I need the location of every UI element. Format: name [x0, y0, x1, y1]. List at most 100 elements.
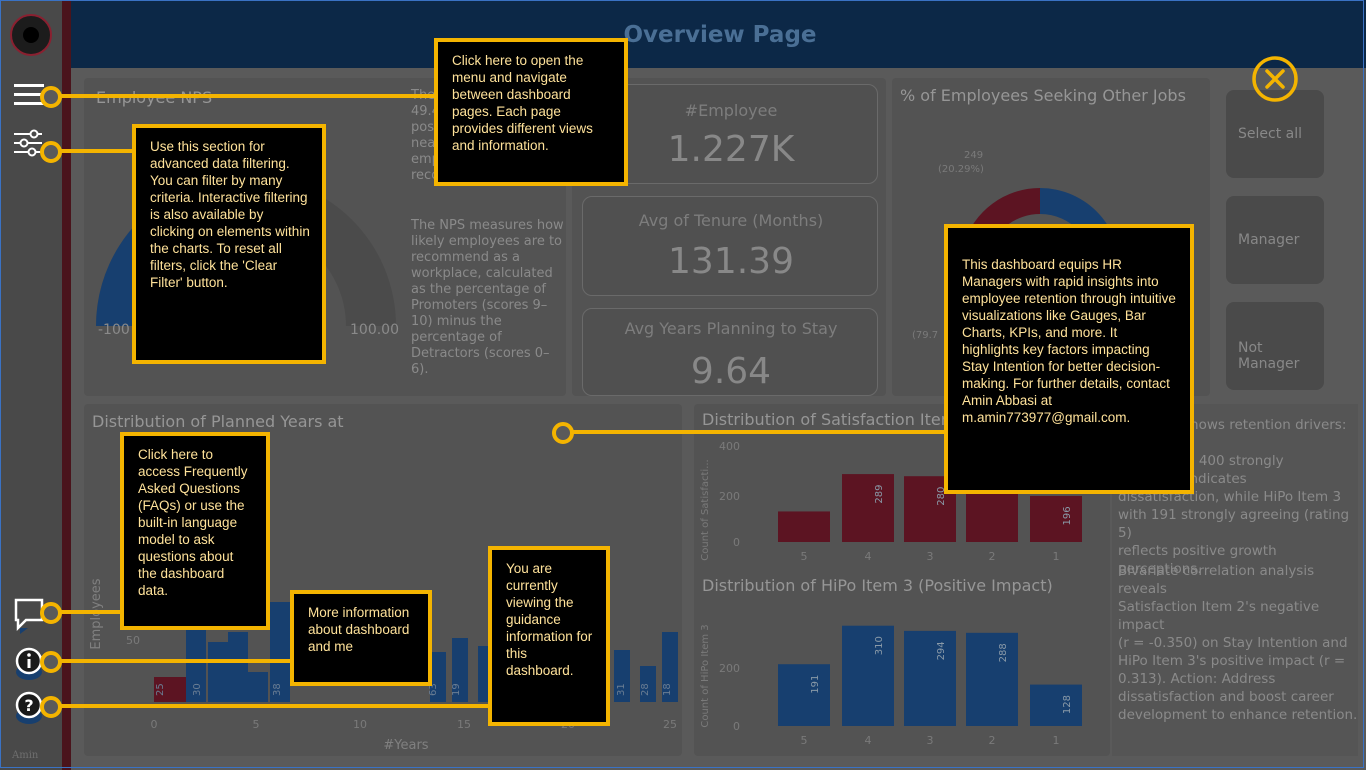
- info-connector: [60, 659, 292, 663]
- planned-years-bar[interactable]: [614, 650, 630, 702]
- insights-line: HiPo Item 3's positive impact (r =: [1118, 653, 1346, 669]
- donut-label-pct: (20.29%): [938, 164, 984, 175]
- hipo-chart[interactable]: Count of HiPo Item 3 191 5 310 4 294 3 288 2 128…: [694, 596, 1114, 756]
- hipo-bars-bar[interactable]: [1030, 684, 1082, 726]
- planned-years-bar[interactable]: [154, 677, 192, 702]
- sat-bars-xtick: 4: [865, 550, 872, 563]
- insights-line: Bivariate correlation analysis reveals: [1118, 563, 1315, 597]
- tip-menu: Click here to open the menu and navigate…: [434, 38, 628, 186]
- kpi-label: #Employee: [684, 101, 778, 120]
- kpi-value: 131.39: [668, 241, 794, 282]
- satisfaction-ylabel: Count of Satisfacti...: [700, 459, 711, 560]
- sat-bars-bar[interactable]: [842, 474, 894, 542]
- planned-years-ytick: 50: [126, 634, 140, 647]
- planned-years-bar[interactable]: [208, 642, 228, 702]
- slicer-not-manager[interactable]: Not Manager: [1226, 302, 1324, 390]
- planned-years-bar-label: 38: [272, 683, 283, 696]
- donut-label-other: (79.7: [912, 330, 939, 341]
- left-nav-bar: [0, 0, 62, 770]
- nps-text-line: Detractors (scores 0–6).: [411, 346, 550, 377]
- planned-years-bar[interactable]: [248, 672, 268, 702]
- nps-text-line: pos: [411, 120, 434, 135]
- nps-text-line: emp: [411, 152, 440, 167]
- planned-years-bar[interactable]: [662, 632, 678, 702]
- kpi-value: 1.227K: [667, 129, 795, 170]
- help-icon[interactable]: ?: [14, 690, 44, 726]
- nps-text-line: 49.4: [411, 104, 440, 119]
- hipo-bars-bar[interactable]: [966, 632, 1018, 726]
- sat-bars-bar-label: 196: [1062, 506, 1073, 525]
- planned-years-bar-label: 25: [155, 683, 166, 696]
- current-connector-dot: [40, 696, 62, 718]
- hipo-bars-xtick: 3: [927, 734, 934, 747]
- sat-bars-ytick: 400: [719, 440, 740, 453]
- author-signature: Amin: [12, 750, 39, 761]
- sat-bars-ytick: 0: [733, 536, 740, 549]
- chat-icon[interactable]: [14, 598, 46, 638]
- menu-connector-dot: [40, 86, 62, 108]
- planned-years-bar-label: 19: [451, 683, 462, 696]
- logo: [10, 14, 52, 56]
- hipo-bars-bar-label: 128: [1062, 695, 1073, 714]
- kpi-card-tenure[interactable]: Avg of Tenure (Months) 131.39: [582, 196, 878, 296]
- insights-line: with 191 strongly agreeing (rating 5): [1118, 507, 1350, 541]
- tip-about: This dashboard equips HR Managers with r…: [944, 224, 1194, 494]
- about-connector-dot: [552, 422, 574, 444]
- nps-text-line: The NPS measures how: [411, 218, 564, 233]
- close-icon[interactable]: [1250, 54, 1300, 104]
- about-connector: [570, 430, 946, 434]
- slicer-select-all[interactable]: Select all: [1226, 90, 1324, 178]
- kpi-label: Avg of Tenure (Months): [638, 211, 824, 230]
- sat-bars-bar[interactable]: [778, 511, 830, 542]
- seeking-title: % of Employees Seeking Other Jobs: [900, 86, 1186, 105]
- hipo-title: Distribution of HiPo Item 3 (Positive Im…: [702, 576, 1053, 595]
- donut-label-count: 249: [964, 150, 984, 161]
- planned-years-bar[interactable]: [270, 602, 290, 702]
- planned-years-bar[interactable]: [228, 632, 248, 702]
- nav-divider: [62, 0, 71, 770]
- sat-bars-bar[interactable]: [1030, 495, 1082, 542]
- nps-text-line: as the percentage of: [411, 282, 547, 297]
- hipo-bars-bar-label: 294: [936, 641, 947, 660]
- hipo-bars-bar[interactable]: [904, 630, 956, 726]
- menu-icon[interactable]: [14, 83, 44, 107]
- insights-line: reflects positive growth perceptions.: [1118, 543, 1277, 577]
- sat-bars-bar-label: 280: [936, 487, 947, 506]
- hipo-bars-xtick: 4: [865, 734, 872, 747]
- planned-years-chart[interactable]: 25303863193128180510152025 Employees 50 …: [84, 404, 682, 756]
- filter-connector: [60, 149, 134, 153]
- gauge-min-label: -100: [98, 322, 130, 338]
- svg-text:?: ?: [24, 696, 33, 715]
- hipo-bars-bar[interactable]: [778, 664, 830, 726]
- nps-text-line: recommend as a: [411, 250, 520, 265]
- insights-line: 0.313). Action: Address: [1118, 671, 1276, 687]
- insights-line: development to enhance retention.: [1118, 707, 1358, 723]
- hipo-bars-bar-label: 288: [998, 643, 1009, 662]
- hipo-bars-bar-label: 191: [810, 675, 821, 694]
- tip-filter: Use this section for advanced data filte…: [132, 124, 326, 364]
- hipo-bars-ytick: 200: [719, 662, 740, 675]
- tip-current: You are currently viewing the guidance i…: [488, 546, 610, 726]
- kpi-card-years[interactable]: Avg Years Planning to Stay 9.64: [582, 308, 878, 396]
- hipo-bars-xtick: 5: [801, 734, 808, 747]
- planned-years-bar[interactable]: [430, 652, 446, 702]
- sat-bars-xtick: 2: [989, 550, 996, 563]
- header-bar: [0, 0, 1366, 68]
- nps-text-description: The NPS measures how likely employees are…: [411, 218, 566, 378]
- insights-line: Satisfaction Item 2's negative impact: [1118, 599, 1320, 633]
- hipo-bars-xtick: 1: [1053, 734, 1060, 747]
- sat-bars-xtick: 1: [1053, 550, 1060, 563]
- planned-years-bar-label: 18: [662, 683, 673, 696]
- kpi-card-employees[interactable]: #Employee 1.227K: [582, 84, 878, 184]
- planned-years-bar[interactable]: [452, 638, 468, 702]
- hipo-bars-bar[interactable]: [842, 625, 894, 726]
- planned-years-xtick: 0: [151, 718, 158, 731]
- hipo-bars-xtick: 2: [989, 734, 996, 747]
- filter-icon[interactable]: [14, 128, 44, 158]
- slicer-manager[interactable]: Manager: [1226, 196, 1324, 284]
- satisfaction-title: Distribution of Satisfaction Item: [702, 410, 957, 429]
- planned-years-bar[interactable]: [640, 666, 656, 702]
- hipo-bars-ytick: 0: [733, 720, 740, 733]
- tip-faq: Click here to access Frequently Asked Qu…: [120, 432, 270, 630]
- kpi-label: Avg Years Planning to Stay: [624, 319, 838, 338]
